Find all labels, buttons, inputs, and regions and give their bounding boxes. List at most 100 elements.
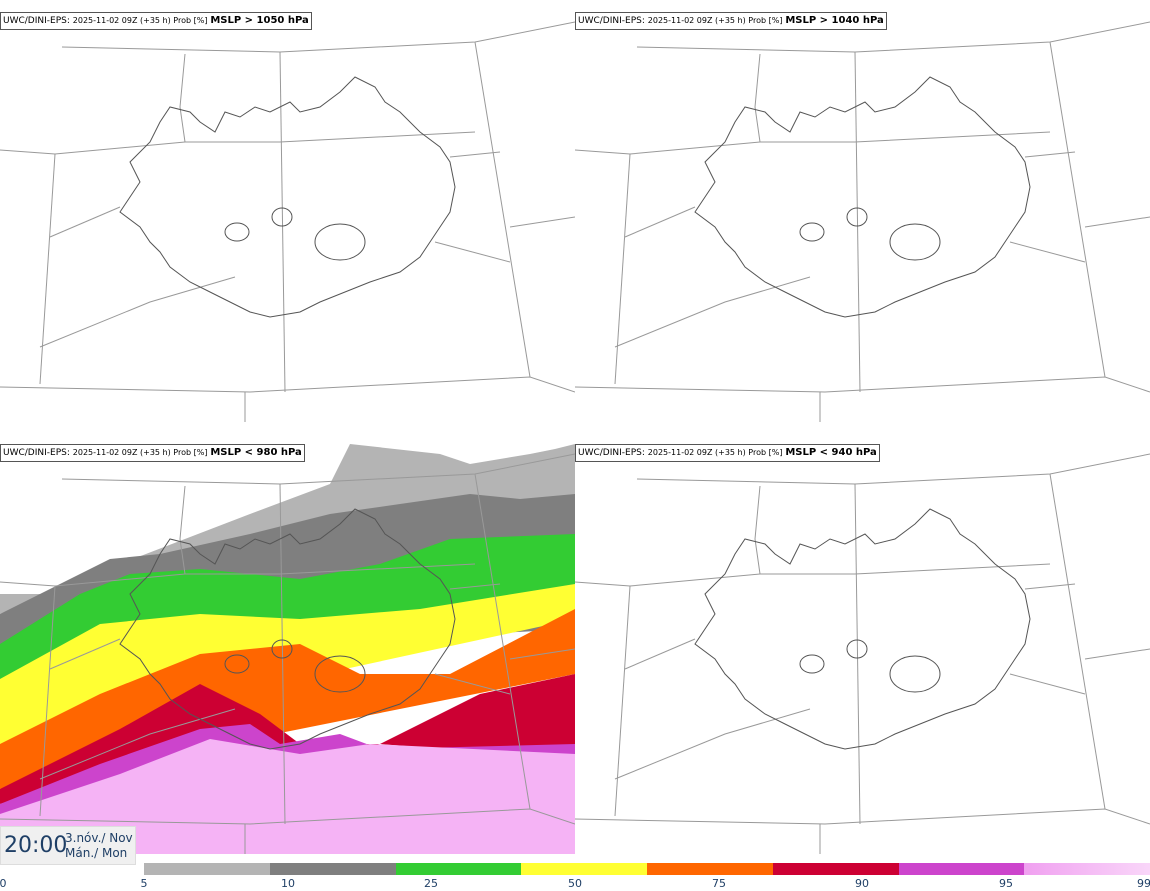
- map-panel-mslp-lt-980: UWC/DINI-EPS: 2025-11-02 09Z (+35 h) Pro…: [0, 444, 575, 874]
- graticule-line: [614, 153, 631, 385]
- colorbar-segment: [144, 863, 270, 875]
- graticule-line: [575, 563, 1051, 587]
- colorbar-segment: [772, 863, 899, 875]
- graticule-line: [1024, 151, 1076, 158]
- valid-date-line2: Mán./ Mon: [65, 846, 128, 860]
- glacier-outline: [271, 207, 293, 227]
- colorbar-tick-label: 90: [855, 877, 869, 890]
- graticule-line: [1084, 216, 1150, 228]
- graticule-line: [1049, 473, 1106, 810]
- graticule-line: [474, 41, 531, 378]
- graticule-line: [1009, 673, 1086, 695]
- map-panel-mslp-lt-940: UWC/DINI-EPS: 2025-11-02 09Z (+35 h) Pro…: [575, 444, 1150, 874]
- glacier-outline: [799, 654, 825, 674]
- graticule-line: [279, 483, 286, 825]
- graticule-line: [434, 241, 511, 263]
- colorbar-tick-label: 75: [712, 877, 726, 890]
- graticule-line: [434, 673, 511, 695]
- graticule-line: [509, 216, 575, 228]
- map-panel-mslp-gt-1050: UWC/DINI-EPS: 2025-11-02 09Z (+35 h) Pro…: [0, 12, 575, 442]
- graticule-line: [449, 583, 501, 590]
- valid-date-line1: 3.nóv./ Nov: [65, 831, 133, 845]
- iceland-coastline: [694, 508, 1031, 750]
- graticule-line: [39, 153, 56, 385]
- graticule-line: [854, 483, 861, 825]
- graticule-line: [624, 206, 696, 238]
- graticule-line: [39, 585, 56, 817]
- graticule-line: [575, 131, 1051, 155]
- graticule-line: [854, 51, 861, 393]
- graticule-line: [754, 53, 761, 143]
- glacier-outline: [799, 222, 825, 242]
- iceland-map: [575, 21, 1150, 422]
- graticule-line: [179, 485, 186, 575]
- iceland-map: [575, 453, 1150, 854]
- glacier-outline: [224, 654, 250, 674]
- iceland-coastline: [119, 76, 456, 318]
- graticule-line: [0, 563, 476, 587]
- glacier-outline: [314, 223, 366, 261]
- glacier-outline: [314, 655, 366, 693]
- iceland-coastline: [119, 508, 456, 750]
- graticule-line: [636, 21, 1150, 53]
- probability-fill-map: [0, 444, 575, 854]
- colorbar-segment: [521, 863, 647, 875]
- iceland-coastline: [694, 76, 1031, 318]
- probability-colorbar: [144, 863, 1150, 875]
- colorbar-segment: [269, 863, 396, 875]
- glacier-outline: [271, 639, 293, 659]
- colorbar-tick-label: 99: [1137, 877, 1150, 890]
- panel-title: UWC/DINI-EPS: 2025-11-02 09Z (+35 h) Pro…: [0, 444, 305, 462]
- graticule-line: [614, 708, 811, 780]
- colorbar-tick-label: 25: [424, 877, 438, 890]
- colorbar-tick-label: 5: [140, 877, 148, 890]
- graticule-line: [636, 453, 1150, 485]
- graticule-line: [449, 151, 501, 158]
- graticule-line: [614, 276, 811, 348]
- graticule-line: [49, 638, 121, 670]
- glacier-outline: [224, 222, 250, 242]
- glacier-outline: [889, 223, 941, 261]
- panel-title: UWC/DINI-EPS: 2025-11-02 09Z (+35 h) Pro…: [575, 12, 887, 30]
- graticule-line: [624, 638, 696, 670]
- graticule-line: [1084, 648, 1150, 660]
- colorbar-tick-label: 95: [999, 877, 1013, 890]
- colorbar-segment: [647, 863, 773, 875]
- band-90-95: [0, 674, 575, 804]
- panel-title: UWC/DINI-EPS: 2025-11-02 09Z (+35 h) Pro…: [575, 444, 880, 462]
- graticule-line: [49, 206, 121, 238]
- graticule-line: [279, 51, 286, 393]
- iceland-map: [0, 453, 575, 854]
- graticule-line: [575, 808, 1150, 825]
- band-99-100: [0, 739, 575, 854]
- colorbar-tick-label: 50: [568, 877, 582, 890]
- graticule-line: [1009, 241, 1086, 263]
- graticule-line: [575, 376, 1150, 393]
- iceland-map: [0, 21, 575, 422]
- glacier-outline: [846, 207, 868, 227]
- graticule-line: [474, 473, 531, 810]
- colorbar-segment: [1024, 863, 1150, 875]
- graticule-line: [754, 485, 761, 575]
- colorbar-segment: [898, 863, 1025, 875]
- colorbar-tick-label: 10: [281, 877, 295, 890]
- valid-date: 3.nóv./ Nov Mán./ Mon: [65, 831, 133, 861]
- graticule-line: [39, 708, 236, 780]
- graticule-line: [0, 131, 476, 155]
- graticule-line: [0, 376, 575, 393]
- glacier-outline: [846, 639, 868, 659]
- colorbar-segment: [395, 863, 522, 875]
- graticule-line: [61, 453, 575, 485]
- map-panel-mslp-gt-1040: UWC/DINI-EPS: 2025-11-02 09Z (+35 h) Pro…: [575, 12, 1150, 442]
- graticule-line: [614, 585, 631, 817]
- graticule-line: [1049, 41, 1106, 378]
- graticule-line: [61, 21, 575, 53]
- colorbar-tick-label: 0: [0, 877, 7, 890]
- valid-time-box: 20:00 3.nóv./ Nov Mán./ Mon: [0, 826, 136, 865]
- valid-time: 20:00: [4, 833, 68, 858]
- panel-title: UWC/DINI-EPS: 2025-11-02 09Z (+35 h) Pro…: [0, 12, 312, 30]
- graticule-line: [1024, 583, 1076, 590]
- graticule-line: [0, 808, 575, 825]
- glacier-outline: [889, 655, 941, 693]
- graticule-line: [39, 276, 236, 348]
